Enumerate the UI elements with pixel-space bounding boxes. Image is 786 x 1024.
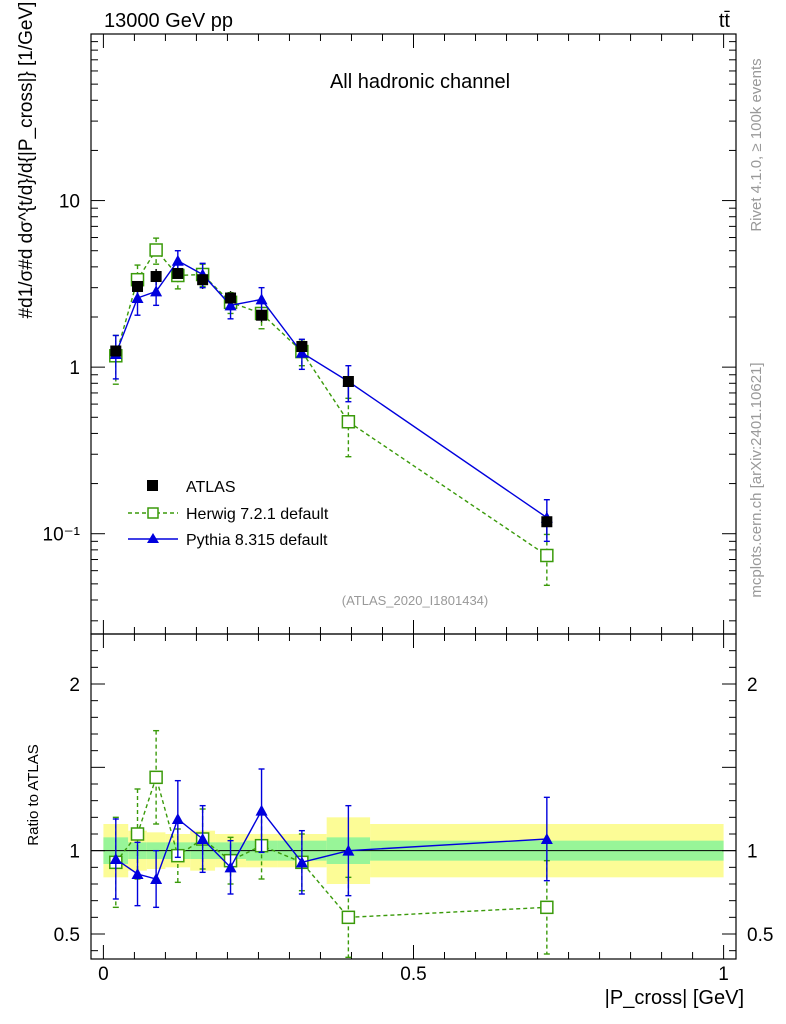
atlas-point (296, 341, 308, 353)
pythia-main-point (295, 346, 308, 358)
pythia-ratio-point (342, 844, 355, 856)
atlas-point (541, 516, 553, 528)
ratio-y-axis-label: Ratio to ATLAS (25, 744, 42, 845)
ratio-panel-frame (90, 633, 737, 960)
analysis-label: (ATLAS_2020_I1801434) (342, 593, 488, 608)
pythia-main-point (255, 293, 268, 305)
ratio-y-tick-label: 0.5 (54, 925, 80, 946)
pythia-main-point (131, 292, 144, 304)
legend-pythia-label: Pythia 8.315 default (186, 532, 328, 549)
ratio-y-tick-label: 2 (69, 675, 80, 696)
herwig-ratio-line (115, 774, 547, 919)
data-series (109, 237, 554, 959)
pythia-ratio-point (540, 833, 553, 844)
legend: ATLAS Herwig 7.2.1 default Pythia 8.315 … (128, 479, 329, 549)
legend-atlas-marker (147, 480, 158, 491)
pythia-ratio-point (196, 833, 209, 844)
herwig-ratio-point (130, 827, 145, 841)
herwig-ratio-point (540, 900, 554, 915)
atlas-point (256, 309, 268, 321)
atlas-point (197, 274, 209, 286)
pythia-ratio-point (131, 868, 144, 879)
herwig-main-point (341, 415, 356, 429)
ratio-y-tick-label-right: 1 (747, 842, 758, 863)
process-label: tt̄ (719, 10, 731, 32)
main-y-tick-label: 10⁻¹ (43, 525, 81, 546)
main-y-tick-label: 10 (59, 192, 80, 213)
x-tick-label: 0 (98, 964, 109, 985)
main-y-axis-label: #d1/σ#d dσ^{t/d}/d{|P_cross|} [1/GeV] (16, 2, 37, 319)
herwig-main-point (149, 243, 163, 257)
x-axis-label: |P_cross| [GeV] (605, 987, 744, 1009)
atlas-point (150, 271, 162, 283)
legend-herwig-label: Herwig 7.2.1 default (186, 506, 329, 523)
pythia-ratio-line (115, 809, 547, 880)
pythia-main-point (224, 299, 237, 311)
ratio-y-tick-label-right: 2 (747, 675, 758, 696)
herwig-main-line (115, 248, 548, 557)
pythia-ratio-point (224, 861, 237, 873)
ratio-y-tick-label: 1 (69, 842, 80, 863)
pythia-ratio-point (295, 856, 308, 868)
herwig-ratio-point (341, 910, 356, 925)
ratio-y-tick-label-right: 0.5 (747, 925, 773, 946)
atlas-point (172, 267, 184, 279)
pythia-main-point (171, 254, 184, 266)
atlas-point (132, 280, 144, 292)
axis-ticks (91, 34, 736, 959)
legend-pythia-marker (147, 533, 159, 543)
energy-label: 13000 GeV pp (104, 10, 233, 32)
pythia-ratio-point (150, 873, 163, 884)
legend-herwig-marker (147, 507, 159, 519)
herwig-ratio-point (149, 770, 163, 785)
pythia-ratio-point (255, 804, 268, 816)
mcplots-label: mcplots.cern.ch [arXiv:2401.10621] (748, 362, 765, 597)
channel-title: All hadronic channel (330, 71, 510, 93)
pythia-ratio-point (109, 853, 122, 864)
pythia-main-line (115, 259, 548, 519)
main-y-tick-label: 1 (69, 358, 80, 379)
atlas-point (110, 345, 122, 357)
x-tick-label: 1 (718, 964, 729, 985)
atlas-point (225, 292, 237, 304)
herwig-main-point (540, 548, 554, 563)
x-tick-label: 0.5 (400, 964, 426, 985)
atlas-point (342, 375, 354, 387)
pythia-main-point (150, 285, 163, 297)
pythia-ratio-point (171, 813, 184, 824)
legend-atlas-label: ATLAS (186, 479, 236, 496)
rivet-version-label: Rivet 4.1.0, ≥ 100k events (748, 58, 765, 231)
